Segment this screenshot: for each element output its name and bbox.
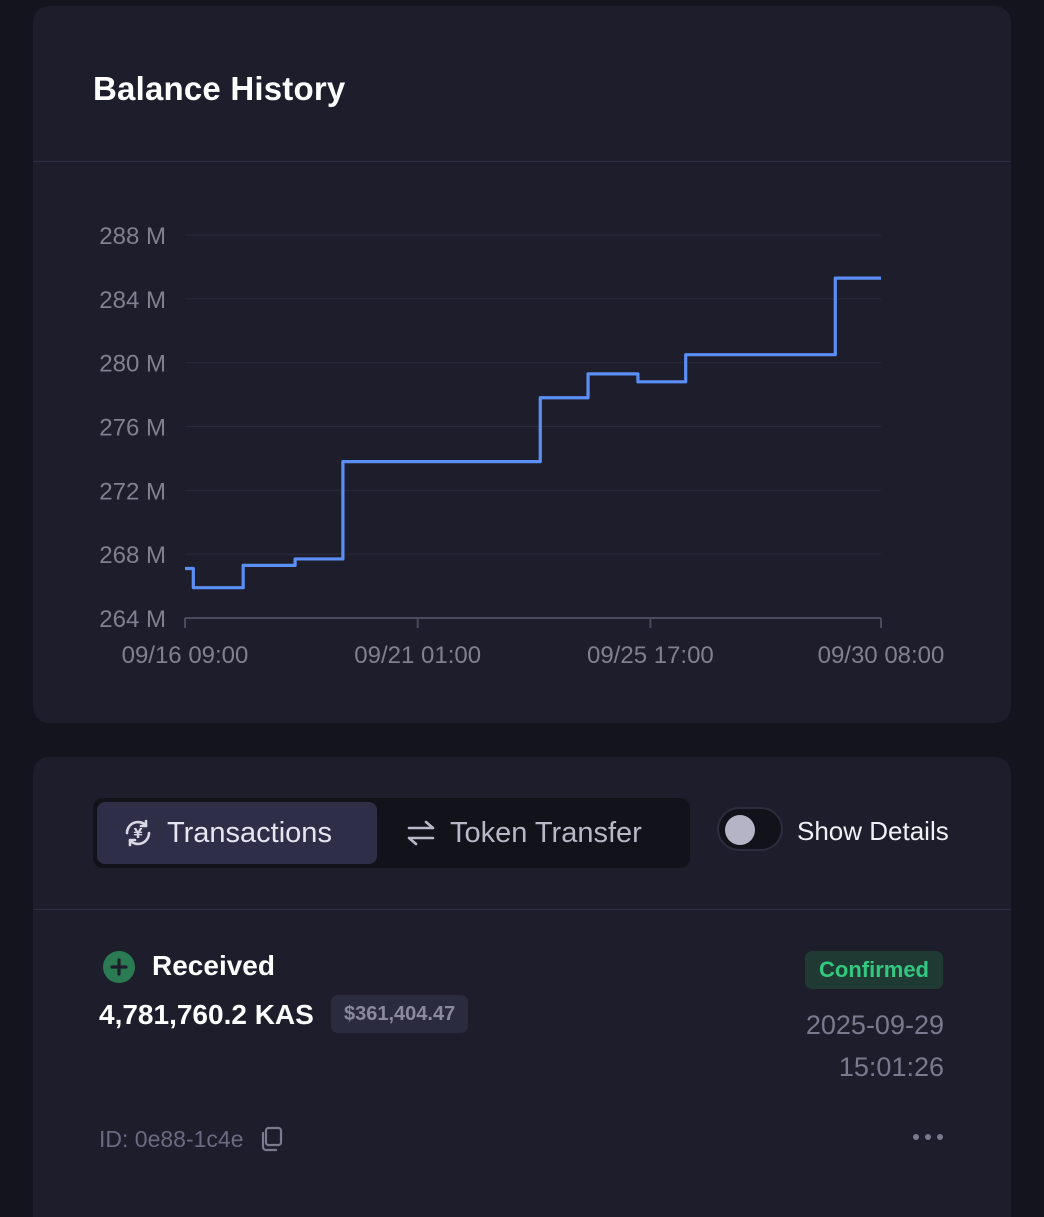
- currency-exchange-icon: ¥: [121, 816, 155, 850]
- y-tick-label: 280 M: [99, 351, 166, 378]
- received-plus-icon: [103, 951, 135, 983]
- tab-bar: ¥ Transactions Token Transfer: [93, 798, 690, 868]
- x-tick-label: 09/25 17:00: [587, 642, 714, 669]
- copy-icon[interactable]: [257, 1125, 285, 1153]
- y-tick-label: 272 M: [99, 478, 166, 505]
- y-tick-label: 276 M: [99, 415, 166, 442]
- more-options-icon[interactable]: [913, 1127, 943, 1147]
- status-badge: Confirmed: [805, 951, 943, 989]
- toggle-knob: [725, 815, 755, 845]
- show-details-label[interactable]: Show Details: [797, 816, 949, 846]
- x-tick-label: 09/16 09:00: [122, 642, 249, 669]
- x-tick-label: 09/30 08:00: [818, 642, 945, 669]
- tab-transactions-label: Transactions: [167, 816, 332, 849]
- swap-arrows-icon: [404, 816, 438, 850]
- y-tick-label: 288 M: [99, 223, 166, 250]
- transaction-date: 2025-09-29: [805, 1010, 944, 1040]
- usd-value-badge: $361,404.47: [331, 995, 469, 1033]
- transaction-id-text: ID: 0e88-1c4e: [99, 1125, 244, 1152]
- x-tick-label: 09/21 01:00: [354, 642, 481, 669]
- balance-history-card: Balance History 288 M 284 M 280 M 276 M 272 …: [33, 6, 1011, 723]
- y-tick-label: 264 M: [99, 606, 166, 633]
- transaction-time: 15:01:26: [838, 1052, 944, 1082]
- balance-history-title: Balance History: [93, 70, 346, 107]
- y-tick-label: 268 M: [99, 542, 166, 569]
- divider: [33, 909, 1011, 910]
- svg-text:¥: ¥: [133, 827, 142, 842]
- tab-transactions[interactable]: ¥ Transactions: [97, 802, 377, 864]
- show-details-toggle[interactable]: [717, 807, 783, 851]
- transaction-id: ID: 0e88-1c4e: [99, 1125, 285, 1153]
- divider: [33, 161, 1011, 162]
- transaction-type: Received: [152, 950, 275, 981]
- transactions-card: ¥ Transactions Token Transfer Show Detai…: [33, 757, 1011, 1217]
- tab-token-transfer-label: Token Transfer: [450, 816, 642, 849]
- transaction-amount: 4,781,760.2 KAS: [99, 999, 314, 1030]
- balance-series-line: [185, 276, 881, 590]
- tab-token-transfer[interactable]: Token Transfer: [380, 802, 686, 864]
- y-tick-label: 284 M: [99, 287, 166, 314]
- balance-chart: 288 M 284 M 280 M 276 M 272 M 268 M 264 M 09/16…: [99, 223, 945, 669]
